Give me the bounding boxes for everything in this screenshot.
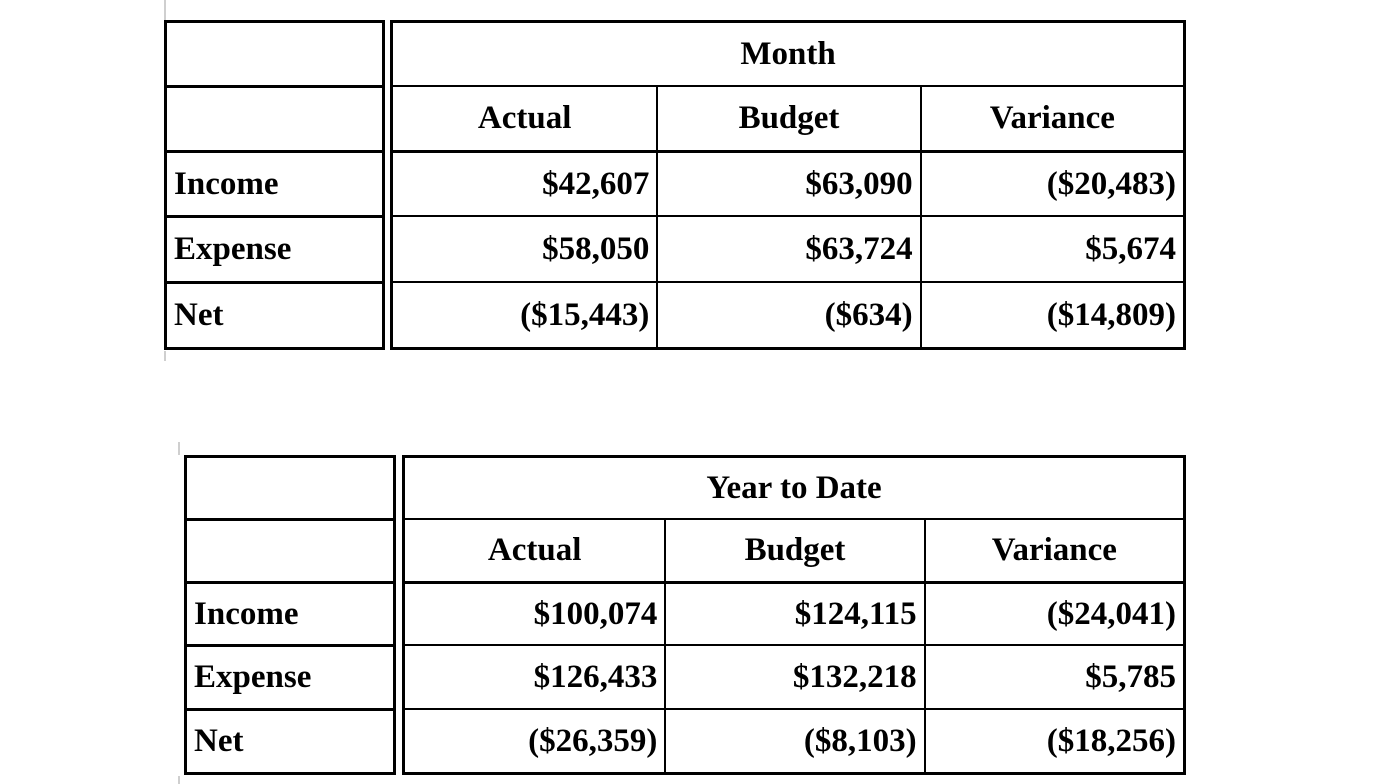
month-expense-budget-cell[interactable]: $63,724 (656, 215, 920, 281)
ytd-row-header-range: Income Expense Net (184, 455, 396, 775)
ytd-net-actual-cell[interactable]: ($26,359) (405, 708, 665, 772)
gridline-stub (178, 776, 180, 784)
ytd-income-variance-cell[interactable]: ($24,041) (923, 581, 1183, 644)
month-net-row-label[interactable]: Net (167, 281, 382, 347)
ytd-variance-column-header[interactable]: Variance (923, 518, 1183, 581)
ytd-income-actual-cell[interactable]: $100,074 (405, 581, 665, 644)
month-empty-header-cell[interactable] (167, 23, 382, 85)
ytd-income-budget-cell[interactable]: $124,115 (664, 581, 924, 644)
gridline-stub (164, 351, 166, 361)
ytd-income-row-label[interactable]: Income (187, 581, 393, 644)
ytd-expense-row-label[interactable]: Expense (187, 644, 393, 708)
month-table-title[interactable]: Month (740, 35, 836, 72)
month-row-header-range: Income Expense Net (164, 20, 385, 350)
month-net-budget-cell[interactable]: ($634) (656, 281, 920, 347)
ytd-empty-header-cell[interactable] (187, 458, 393, 518)
month-data-range: Month Actual Budget Variance $42,607 $63… (390, 20, 1186, 350)
ytd-net-budget-cell[interactable]: ($8,103) (664, 708, 924, 772)
ytd-expense-budget-cell[interactable]: $132,218 (664, 644, 924, 708)
month-empty-header-cell[interactable] (167, 85, 382, 150)
month-income-row-label[interactable]: Income (167, 150, 382, 215)
gridline-stub (178, 442, 180, 455)
ytd-expense-variance-cell[interactable]: $5,785 (923, 644, 1183, 708)
month-income-variance-cell[interactable]: ($20,483) (919, 150, 1183, 215)
month-income-budget-cell[interactable]: $63,090 (656, 150, 920, 215)
month-variance-column-header[interactable]: Variance (919, 85, 1183, 150)
ytd-table-title[interactable]: Year to Date (706, 469, 882, 506)
ytd-actual-column-header[interactable]: Actual (405, 518, 665, 581)
ytd-budget-column-header[interactable]: Budget (664, 518, 924, 581)
ytd-net-row-label[interactable]: Net (187, 708, 393, 772)
ytd-expense-actual-cell[interactable]: $126,433 (405, 644, 665, 708)
month-budget-column-header[interactable]: Budget (656, 85, 920, 150)
ytd-empty-header-cell[interactable] (187, 518, 393, 581)
month-income-actual-cell[interactable]: $42,607 (393, 150, 657, 215)
month-expense-variance-cell[interactable]: $5,674 (919, 215, 1183, 281)
ytd-net-variance-cell[interactable]: ($18,256) (923, 708, 1183, 772)
month-actual-column-header[interactable]: Actual (393, 85, 657, 150)
month-net-actual-cell[interactable]: ($15,443) (393, 281, 657, 347)
month-expense-row-label[interactable]: Expense (167, 215, 382, 281)
month-net-variance-cell[interactable]: ($14,809) (919, 281, 1183, 347)
gridline-stub (164, 0, 166, 20)
ytd-data-range: Year to Date Actual Budget Variance $100… (402, 455, 1186, 775)
month-expense-actual-cell[interactable]: $58,050 (393, 215, 657, 281)
